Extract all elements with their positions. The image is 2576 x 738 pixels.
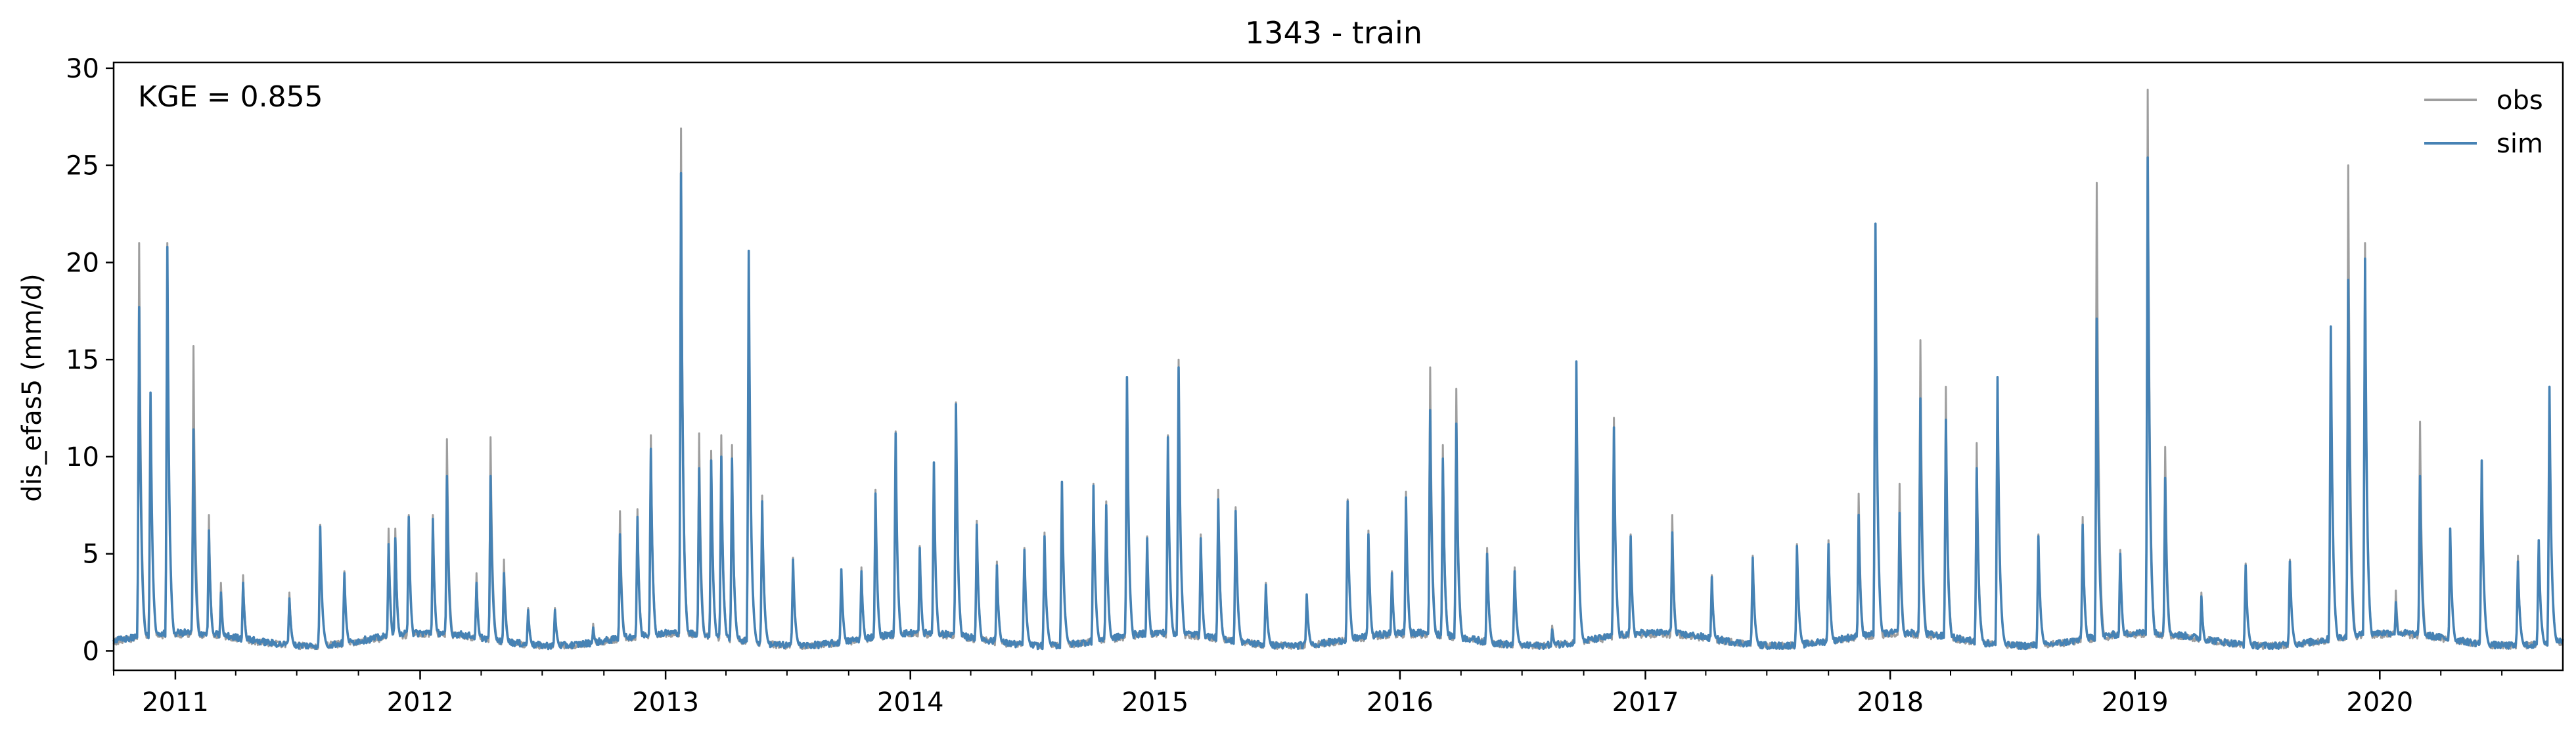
y-axis: 0 5 10 15 20 25 30 (66, 54, 114, 666)
y-axis-label: dis_efas5 (mm/d) (17, 273, 47, 502)
chart-title: 1343 - train (1245, 15, 1422, 51)
y-tick-label: 20 (66, 248, 99, 278)
y-tick-label: 0 (83, 636, 99, 666)
y-tick-label: 25 (66, 151, 99, 181)
x-tick-label: 2011 (142, 687, 209, 718)
x-tick-label: 2015 (1121, 687, 1188, 718)
x-tick-label: 2020 (2346, 687, 2413, 718)
series-layer (112, 88, 2564, 651)
legend: obs sim (2424, 85, 2543, 159)
y-tick-label: 15 (66, 345, 99, 375)
x-tick-label: 2018 (1857, 687, 1924, 718)
x-tick-label: 2016 (1367, 687, 1434, 718)
legend-label-sim: sim (2497, 129, 2543, 159)
x-tick-label: 2019 (2102, 687, 2169, 718)
y-tick-label: 30 (66, 54, 99, 84)
x-axis: 2011 2012 2013 2014 2015 2016 2017 2018 2019 2020 (113, 670, 2503, 718)
y-tick-label: 5 (83, 540, 99, 570)
y-tick-label: 10 (66, 442, 99, 473)
series-line-sim (112, 156, 2564, 651)
x-tick-label: 2014 (877, 687, 944, 718)
kge-annotation: KGE = 0.855 (138, 80, 323, 114)
x-tick-label: 2012 (387, 687, 454, 718)
x-tick-label: 2017 (1612, 687, 1679, 718)
legend-label-obs: obs (2497, 85, 2543, 116)
x-tick-label: 2013 (632, 687, 699, 718)
